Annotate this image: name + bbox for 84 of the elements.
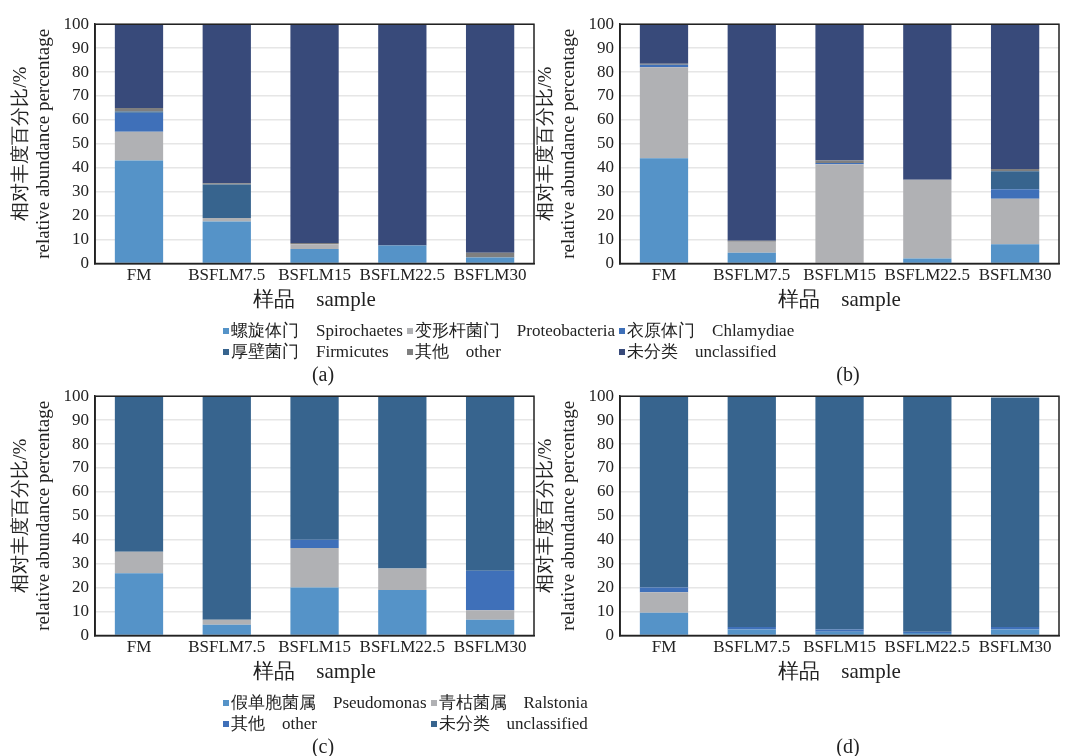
y-tick-label: 100 bbox=[588, 13, 615, 33]
y-tick-label: 90 bbox=[597, 409, 615, 429]
y-tick-label: 80 bbox=[72, 61, 90, 81]
x-tick-label: BSFLM7.5 bbox=[188, 265, 266, 285]
x-tick-label: BSFLM22.5 bbox=[884, 637, 971, 657]
x-tick-label: BSFLM7.5 bbox=[713, 637, 791, 657]
y-tick-label: 30 bbox=[597, 181, 615, 201]
legend-label: 衣原体门 Chlamydiae bbox=[627, 320, 795, 341]
x-tick-label: FM bbox=[126, 637, 152, 657]
y-tick-label: 90 bbox=[72, 409, 90, 429]
y-tick-label: 70 bbox=[597, 85, 615, 105]
text: (b) bbox=[835, 363, 861, 386]
y-tick-label: 50 bbox=[72, 133, 90, 153]
y-tick-label: 20 bbox=[72, 577, 90, 597]
y-axis-title: 相对丰度百分比/% relative abundance percentage bbox=[9, 28, 54, 259]
y-tick-label: 30 bbox=[72, 181, 90, 201]
x-tick-label: BSFLM22.5 bbox=[884, 265, 971, 285]
x-axis-title: 样品 sample bbox=[253, 658, 376, 683]
y-tick-label: 50 bbox=[597, 505, 615, 525]
y-tick-label: 70 bbox=[72, 85, 90, 105]
y-tick-label: 80 bbox=[72, 433, 90, 453]
y-axis-title: 相对丰度百分比/% relative abundance percentage bbox=[534, 28, 579, 259]
y-tick-label: 0 bbox=[605, 624, 615, 644]
y-tick-label: 60 bbox=[597, 109, 615, 129]
x-tick-label: BSFLM15 bbox=[803, 265, 876, 285]
x-tick-label: BSFLM7.5 bbox=[713, 265, 791, 285]
x-tick-label: BSFLM30 bbox=[978, 637, 1052, 657]
x-tick-label: BSFLM30 bbox=[453, 265, 527, 285]
x-tick-label: BSFLM7.5 bbox=[188, 637, 266, 657]
legend-label: 其他 other bbox=[231, 713, 317, 734]
y-tick-label: 10 bbox=[597, 228, 615, 248]
y-tick-label: 0 bbox=[605, 252, 615, 272]
x-tick-label: BSFLM15 bbox=[278, 265, 351, 285]
x-tick-label: FM bbox=[651, 265, 677, 285]
x-axis-title: 样品 sample bbox=[778, 658, 901, 683]
x-tick-label: BSFLM30 bbox=[978, 265, 1052, 285]
legend-label: 未分类 unclassified bbox=[438, 713, 588, 734]
x-tick-label: BSFLM22.5 bbox=[359, 637, 446, 657]
y-tick-label: 0 bbox=[80, 624, 90, 644]
text: (a) bbox=[310, 363, 336, 386]
y-tick-label: 20 bbox=[597, 205, 615, 225]
y-tick-label: 60 bbox=[597, 481, 615, 501]
legend-label: 假单胞菌属 Pseudomonas bbox=[231, 692, 427, 713]
y-tick-label: 30 bbox=[72, 553, 90, 573]
legend-label: 其他 other bbox=[414, 341, 501, 362]
x-tick-label: BSFLM15 bbox=[278, 637, 351, 657]
y-tick-label: 10 bbox=[72, 600, 90, 620]
y-tick-label: 90 bbox=[597, 37, 615, 57]
y-tick-label: 20 bbox=[72, 205, 90, 225]
y-tick-label: 40 bbox=[597, 157, 615, 177]
legend-label: 未分类 unclassified bbox=[627, 341, 777, 362]
y-tick-label: 50 bbox=[72, 505, 90, 525]
legend-label: 青枯菌属 Ralstonia bbox=[438, 692, 588, 713]
x-tick-label: BSFLM15 bbox=[803, 637, 876, 657]
y-axis-title: 相对丰度百分比/% relative abundance percentage bbox=[534, 400, 579, 631]
y-tick-label: 20 bbox=[597, 577, 615, 597]
y-tick-label: 80 bbox=[597, 61, 615, 81]
x-tick-label: FM bbox=[126, 265, 152, 285]
x-axis-title: 样品 sample bbox=[253, 286, 376, 311]
y-tick-label: 60 bbox=[72, 109, 90, 129]
y-tick-label: 90 bbox=[72, 37, 90, 57]
y-tick-label: 30 bbox=[597, 553, 615, 573]
y-tick-label: 60 bbox=[72, 481, 90, 501]
legend-label: 变形杆菌门 Proteobacteria bbox=[414, 320, 616, 341]
x-axis-title: 样品 sample bbox=[778, 286, 901, 311]
x-tick-label: BSFLM22.5 bbox=[359, 265, 446, 285]
y-tick-label: 10 bbox=[597, 600, 615, 620]
y-tick-label: 100 bbox=[588, 385, 615, 405]
x-tick-label: FM bbox=[651, 637, 677, 657]
y-tick-label: 70 bbox=[72, 457, 90, 477]
y-axis-title: 相对丰度百分比/% relative abundance percentage bbox=[9, 400, 54, 631]
y-tick-label: 40 bbox=[597, 529, 615, 549]
y-tick-label: 100 bbox=[63, 385, 90, 405]
y-tick-label: 50 bbox=[597, 133, 615, 153]
y-tick-label: 40 bbox=[72, 529, 90, 549]
y-tick-label: 40 bbox=[72, 157, 90, 177]
legend-label: 螺旋体门 Spirochaetes bbox=[231, 320, 403, 341]
x-tick-label: BSFLM30 bbox=[453, 637, 527, 657]
y-tick-label: 100 bbox=[63, 13, 90, 33]
y-tick-label: 0 bbox=[80, 252, 90, 272]
legend-label: 厚壁菌门 Firmicutes bbox=[231, 341, 389, 362]
y-tick-label: 10 bbox=[72, 228, 90, 248]
y-tick-label: 80 bbox=[597, 433, 615, 453]
y-tick-label: 70 bbox=[597, 457, 615, 477]
